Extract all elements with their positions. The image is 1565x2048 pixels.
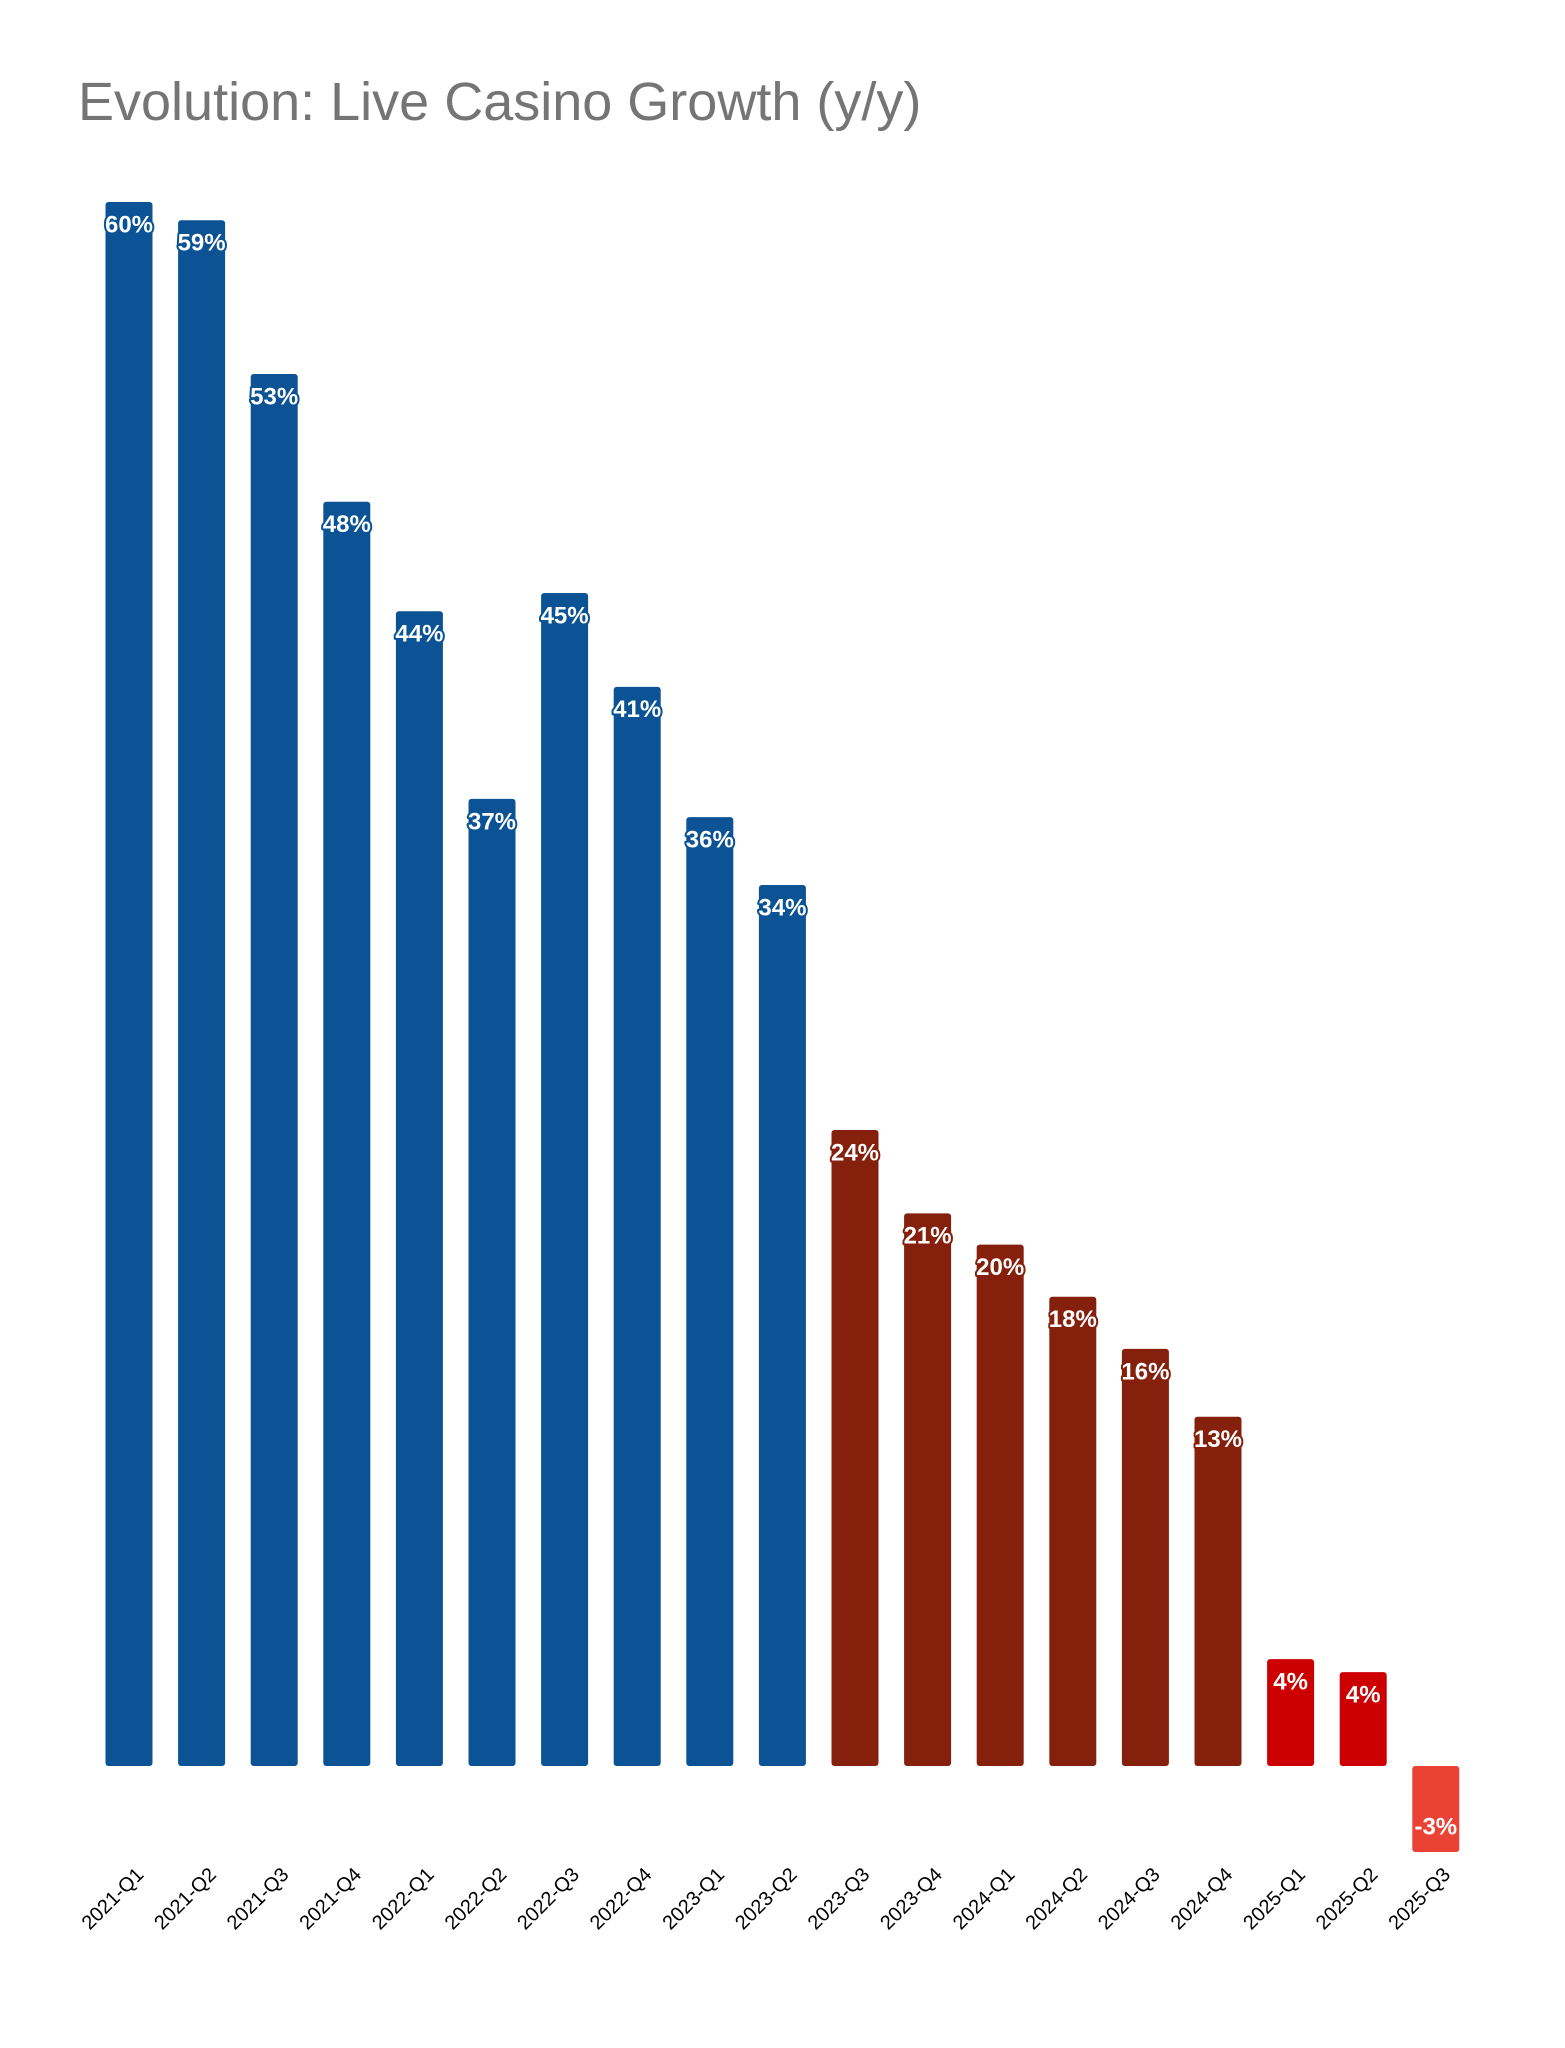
x-tick-label: 2022-Q2	[441, 1864, 512, 1935]
value-label: 48%	[323, 511, 371, 538]
x-tick-label: 2023-Q2	[731, 1864, 802, 1935]
bar	[1049, 1296, 1097, 1766]
x-tick-label: 2021-Q2	[150, 1864, 221, 1935]
value-label: 34%	[758, 894, 806, 921]
value-label: 20%	[976, 1254, 1024, 1281]
value-label: 18%	[1049, 1306, 1097, 1333]
bar	[758, 884, 806, 1766]
value-label: 4%	[1346, 1682, 1381, 1709]
value-label: 59%	[178, 230, 226, 257]
value-label: 53%	[250, 383, 298, 410]
bar	[468, 798, 516, 1766]
bar	[1121, 1348, 1169, 1766]
value-label: 44%	[395, 621, 443, 648]
x-tick-label: 2022-Q1	[368, 1864, 439, 1935]
value-label: -3%	[1414, 1813, 1457, 1840]
x-tick-label: 2021-Q4	[295, 1864, 366, 1935]
bar	[250, 374, 298, 1766]
bar	[1412, 1766, 1460, 1853]
x-tick-label: 2022-Q3	[513, 1864, 584, 1935]
x-tick-label: 2024-Q2	[1021, 1864, 1092, 1935]
x-tick-label: 2024-Q4	[1167, 1864, 1238, 1935]
bar	[686, 817, 734, 1766]
bar	[904, 1213, 952, 1766]
x-tick-label: 2023-Q1	[658, 1864, 729, 1935]
value-label: 60%	[105, 211, 153, 238]
value-label: 21%	[904, 1223, 952, 1250]
x-tick-label: 2021-Q1	[78, 1864, 149, 1935]
x-tick-label: 2025-Q1	[1239, 1864, 1310, 1935]
x-tick-label: 2023-Q4	[876, 1864, 947, 1935]
value-label: 24%	[831, 1139, 879, 1166]
bar	[105, 202, 153, 1766]
x-tick-label: 2021-Q3	[223, 1864, 294, 1935]
value-label: 41%	[613, 696, 661, 723]
x-tick-label: 2025-Q2	[1312, 1864, 1383, 1935]
value-label: 36%	[686, 827, 734, 854]
bar	[1194, 1416, 1242, 1766]
bar	[395, 611, 443, 1767]
value-label: 16%	[1121, 1358, 1169, 1385]
bar	[1339, 1672, 1387, 1766]
bar	[323, 501, 371, 1767]
bar	[541, 593, 589, 1766]
bar	[976, 1244, 1024, 1766]
x-tick-label: 2024-Q1	[949, 1864, 1020, 1935]
bar	[178, 220, 226, 1766]
chart-title: Evolution: Live Casino Growth (y/y)	[78, 72, 921, 132]
value-label: 45%	[541, 602, 589, 629]
value-label: 37%	[468, 808, 516, 835]
bar	[1267, 1659, 1315, 1766]
x-tick-label: 2023-Q3	[804, 1864, 875, 1935]
bar	[831, 1129, 879, 1766]
bar	[613, 686, 661, 1766]
x-tick-label: 2022-Q4	[586, 1864, 657, 1935]
x-tick-label: 2025-Q3	[1384, 1864, 1455, 1935]
x-tick-label: 2024-Q3	[1094, 1864, 1165, 1935]
value-label: 13%	[1194, 1426, 1242, 1453]
value-label: 4%	[1273, 1668, 1308, 1695]
